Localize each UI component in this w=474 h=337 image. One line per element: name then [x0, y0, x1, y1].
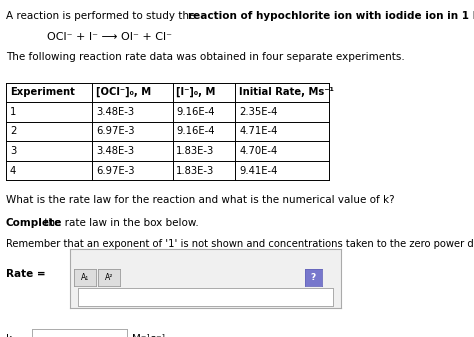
Text: 4.71E-4: 4.71E-4 — [239, 126, 278, 136]
Text: 6.97E-3: 6.97E-3 — [97, 126, 135, 136]
Text: 9.16E-4: 9.16E-4 — [176, 126, 215, 136]
Text: [OCl⁻]₀, M: [OCl⁻]₀, M — [97, 87, 152, 97]
Text: 1.83E-3: 1.83E-3 — [176, 165, 214, 176]
Text: 2.35E-4: 2.35E-4 — [239, 107, 278, 117]
Text: A reaction is performed to study the: A reaction is performed to study the — [6, 11, 198, 21]
Text: Remember that an exponent of '1' is not shown and concentrations taken to the ze: Remember that an exponent of '1' is not … — [6, 239, 474, 249]
Text: reaction of hypochlorite ion with iodide ion in 1 M aqueous hydroxide solution:: reaction of hypochlorite ion with iodide… — [188, 11, 474, 21]
Text: OCl⁻ + I⁻ ⟶ OI⁻ + Cl⁻: OCl⁻ + I⁻ ⟶ OI⁻ + Cl⁻ — [47, 32, 173, 42]
Text: 1: 1 — [10, 107, 17, 117]
Text: 2: 2 — [10, 126, 17, 136]
Text: 9.16E-4: 9.16E-4 — [176, 107, 215, 117]
Text: What is the rate law for the reaction and what is the numerical value of k?: What is the rate law for the reaction an… — [6, 195, 394, 206]
Text: the rate law in the box below.: the rate law in the box below. — [41, 218, 199, 228]
Text: ?: ? — [311, 273, 316, 282]
Text: 1.83E-3: 1.83E-3 — [176, 146, 214, 156]
Text: Initial Rate, Ms⁻¹: Initial Rate, Ms⁻¹ — [239, 87, 334, 97]
Text: Experiment: Experiment — [10, 87, 75, 97]
Text: 4: 4 — [10, 165, 16, 176]
Text: 3: 3 — [10, 146, 16, 156]
Text: 4.70E-4: 4.70E-4 — [239, 146, 278, 156]
Text: M⁻¹s⁻¹.: M⁻¹s⁻¹. — [132, 334, 169, 337]
Text: Complete: Complete — [6, 218, 62, 228]
Text: k =: k = — [6, 334, 24, 337]
Text: 3.48E-3: 3.48E-3 — [97, 107, 135, 117]
Text: A²: A² — [105, 273, 113, 282]
Text: 3.48E-3: 3.48E-3 — [97, 146, 135, 156]
Text: Rate =: Rate = — [6, 269, 46, 279]
Text: [I⁻]₀, M: [I⁻]₀, M — [176, 87, 216, 97]
Text: A₁: A₁ — [81, 273, 90, 282]
Text: 9.41E-4: 9.41E-4 — [239, 165, 278, 176]
Text: The following reaction rate data was obtained in four separate experiments.: The following reaction rate data was obt… — [6, 52, 404, 62]
Text: 6.97E-3: 6.97E-3 — [97, 165, 135, 176]
